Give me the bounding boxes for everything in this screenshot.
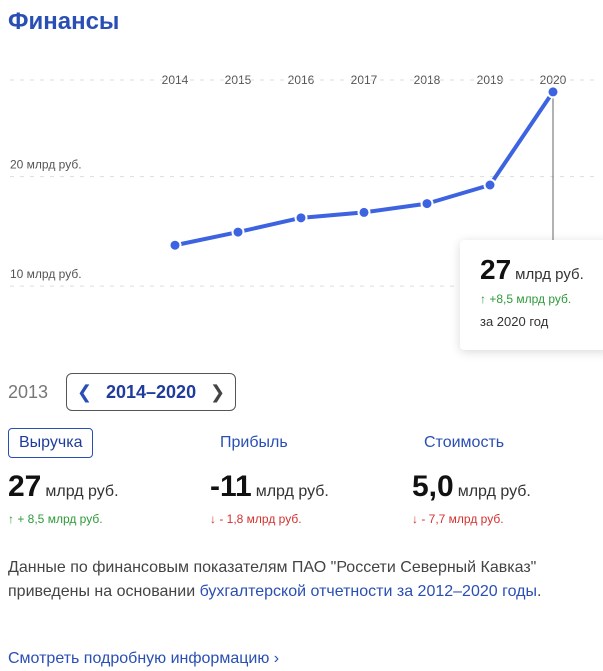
metric-delta: ↑ + 8,5 млрд руб. (8, 512, 103, 526)
tooltip-unit: млрд руб. (515, 266, 584, 283)
period-range-selector[interactable]: ❮ 2014–2020 ❯ (66, 373, 237, 411)
period-selector-row: 2013 ❮ 2014–2020 ❯ (8, 373, 237, 411)
data-point (420, 197, 434, 211)
x-tick-label: 2017 (351, 73, 378, 87)
metric-unit: млрд руб. (45, 483, 119, 500)
data-point (231, 225, 245, 239)
note-text: Данные по финансовым показателям ПАО "Ро… (8, 559, 537, 600)
y-tick-label: 20 млрд руб. (10, 158, 82, 172)
metric-delta: ↓ - 1,8 млрд руб. (210, 512, 302, 526)
x-tick-label: 2015 (225, 73, 252, 87)
chevron-left-icon[interactable]: ❮ (77, 381, 93, 402)
tooltip-delta: ↑ +8,5 млрд руб. (480, 292, 572, 306)
tab-value[interactable]: Стоимость (424, 434, 505, 451)
data-point (168, 238, 182, 252)
tab-revenue[interactable]: Выручка (8, 428, 94, 458)
page-title: Финансы (8, 8, 120, 35)
metric-value: -11 (210, 470, 252, 503)
tab-profit[interactable]: Прибыль (220, 434, 288, 451)
metric-value: 27 (8, 470, 42, 503)
metric-value-cost: 5,0 млрд руб. ↓ - 7,7 млрд руб. (412, 470, 531, 526)
previous-year-link[interactable]: 2013 (8, 381, 49, 402)
data-point (546, 85, 560, 99)
data-source-note: Данные по финансовым показателям ПАО "Ро… (8, 556, 588, 604)
data-point (357, 205, 371, 219)
x-tick-label: 2014 (162, 73, 189, 87)
metric-delta: ↓ - 7,7 млрд руб. (412, 512, 504, 526)
tooltip-value: 27 (480, 254, 512, 285)
data-point (483, 178, 497, 192)
more-info-link[interactable]: Смотреть подробную информацию › (8, 650, 280, 667)
period-range-label: 2014–2020 (105, 381, 197, 402)
chevron-right-icon[interactable]: ❯ (209, 381, 226, 402)
data-point (294, 211, 308, 225)
metric-revenue: 27 млрд руб. ↑ + 8,5 млрд руб. (8, 470, 119, 526)
metric-unit: млрд руб. (255, 483, 329, 500)
note-suffix: . (536, 583, 542, 600)
x-tick-label: 2018 (414, 73, 441, 87)
chart-tooltip: 27 млрд руб. ↑ +8,5 млрд руб. за 2020 год (460, 240, 603, 350)
metric-profit: -11 млрд руб. ↓ - 1,8 млрд руб. (210, 470, 329, 526)
metric-value: 5,0 (412, 470, 454, 503)
series-line (173, 89, 555, 248)
y-tick-label: 10 млрд руб. (10, 267, 82, 281)
tooltip-period: за 2020 год (480, 314, 549, 329)
metric-unit: млрд руб. (457, 483, 531, 500)
financial-reports-link[interactable]: бухгалтерской отчетности за 2012–2020 го… (199, 583, 537, 600)
